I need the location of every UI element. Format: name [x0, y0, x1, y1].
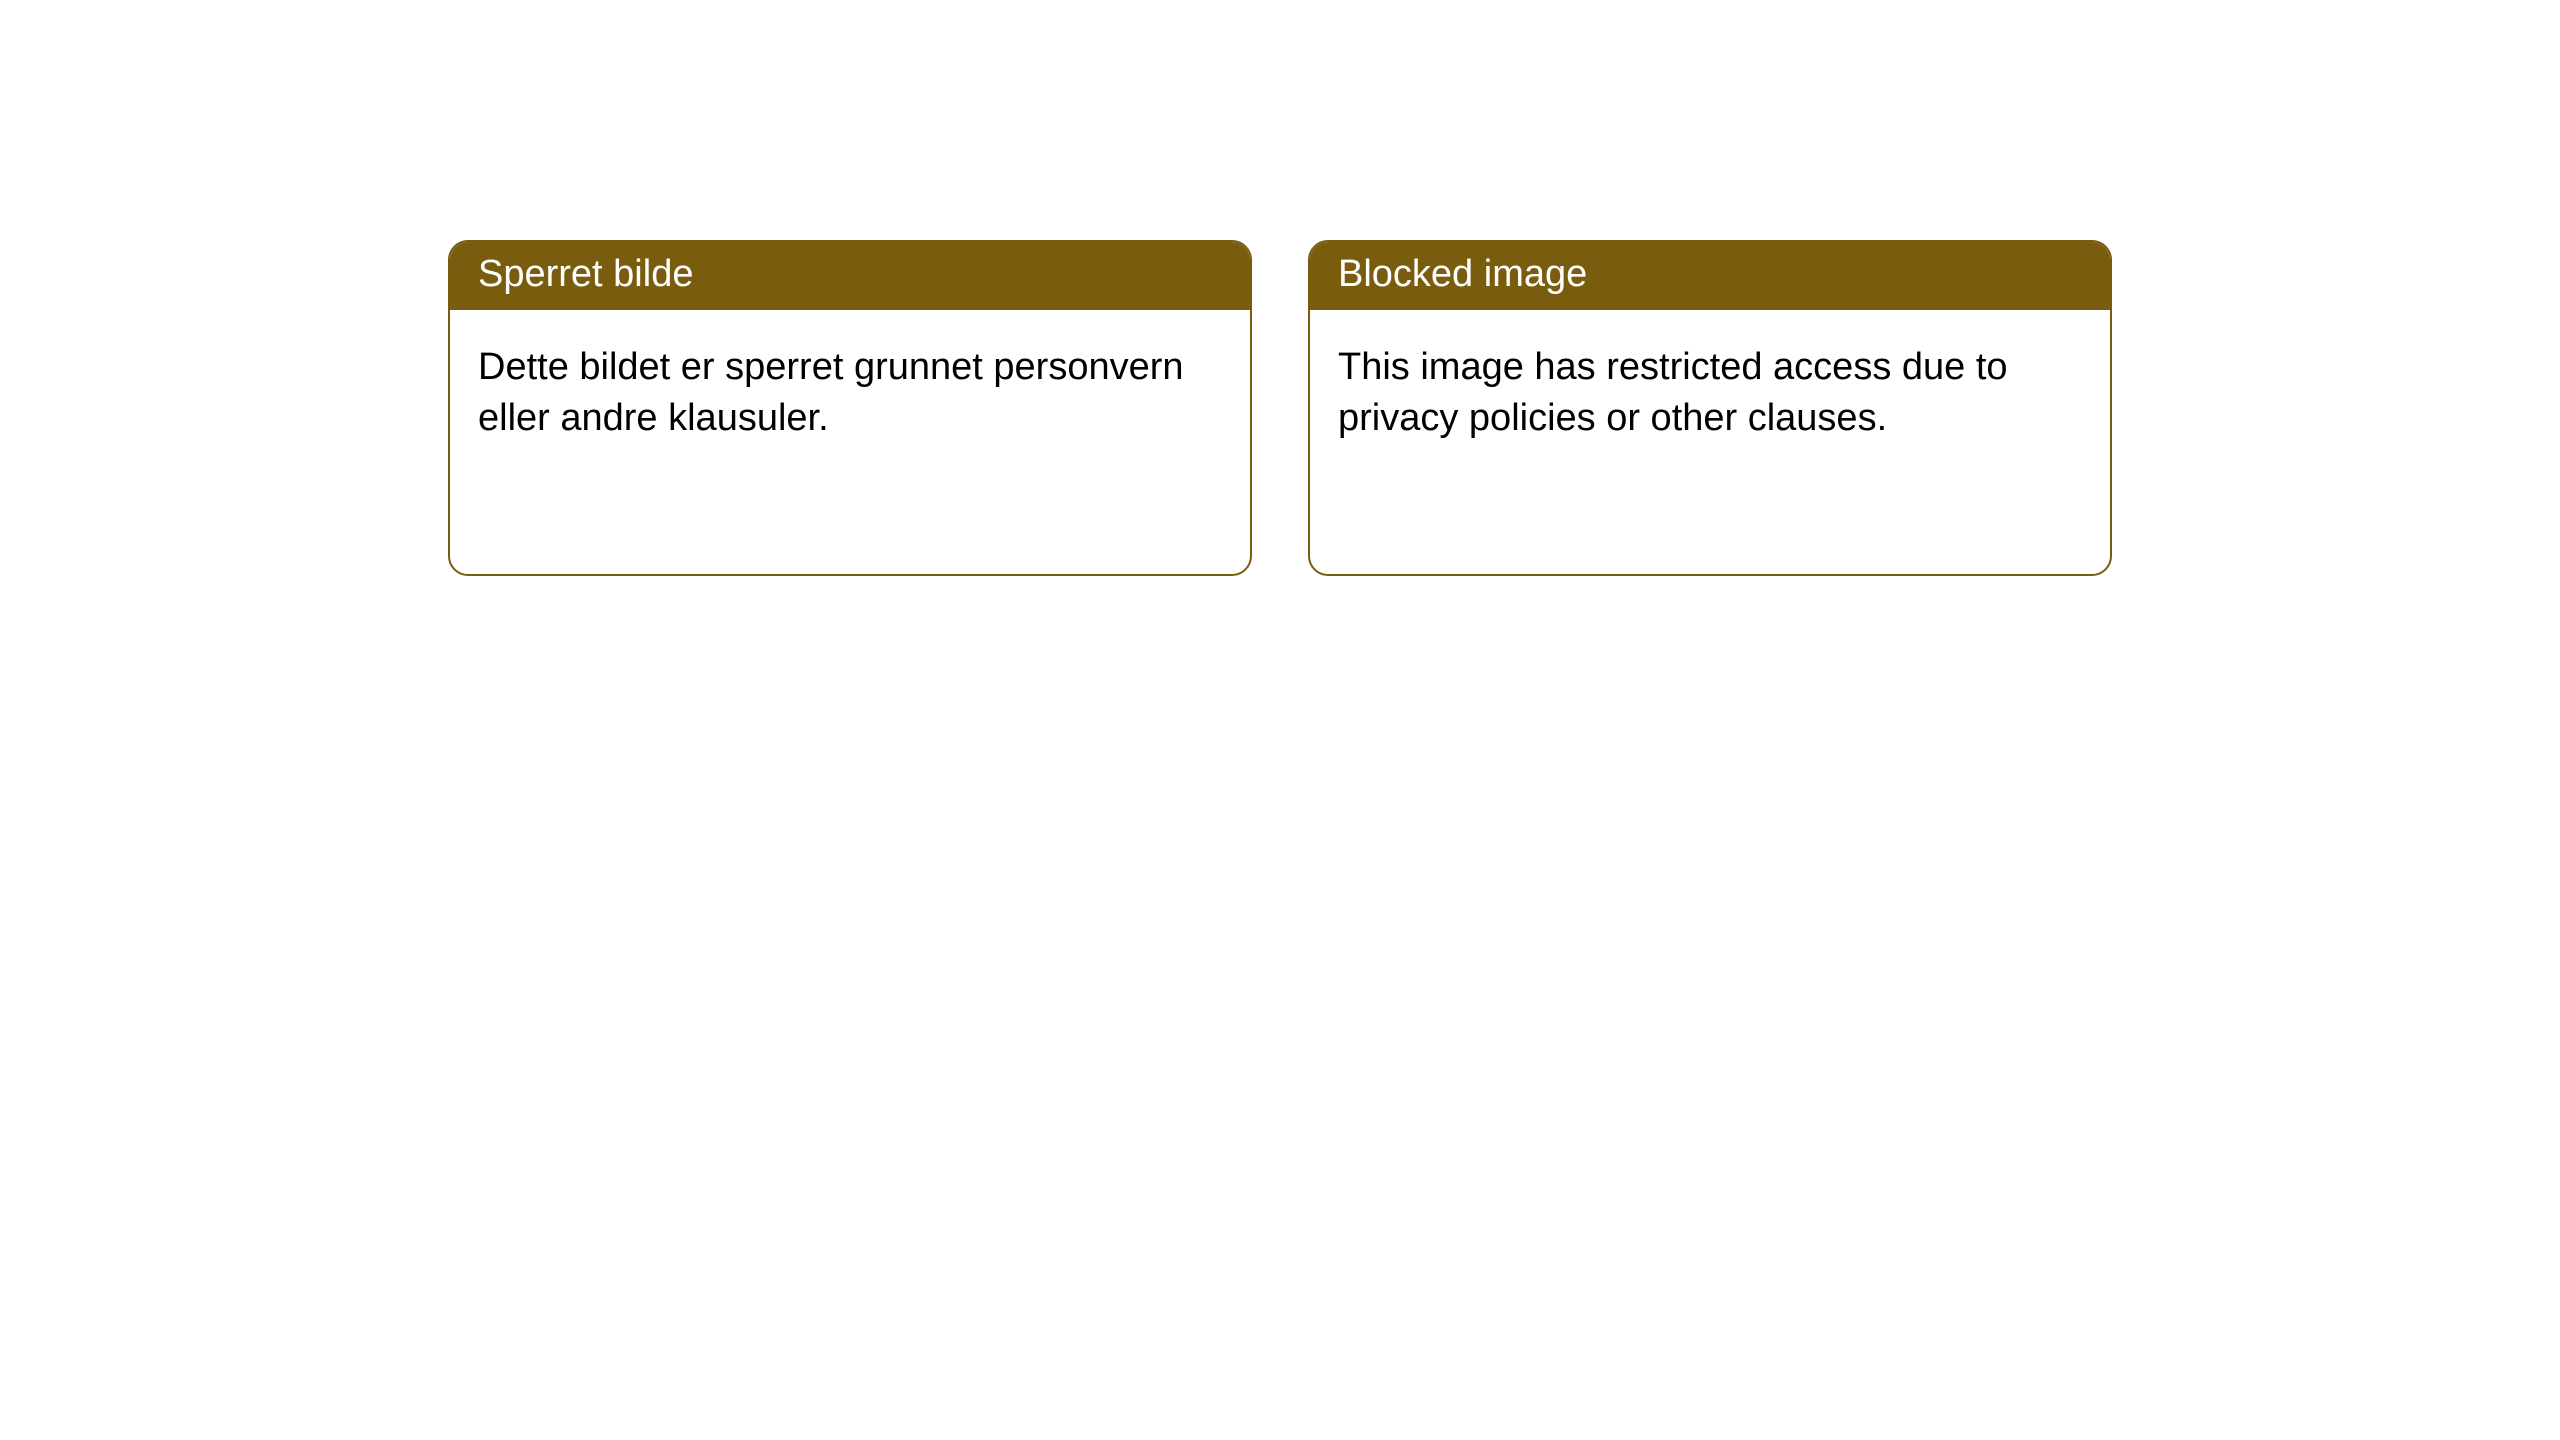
notice-header: Blocked image [1310, 242, 2110, 310]
notice-header: Sperret bilde [450, 242, 1250, 310]
notice-title: Blocked image [1338, 253, 1587, 295]
notice-card-english: Blocked image This image has restricted … [1308, 240, 2112, 576]
notice-body: This image has restricted access due to … [1310, 310, 2110, 477]
notice-title: Sperret bilde [478, 253, 693, 295]
notice-body-text: Dette bildet er sperret grunnet personve… [478, 346, 1184, 439]
notice-card-norwegian: Sperret bilde Dette bildet er sperret gr… [448, 240, 1252, 576]
notice-body-text: This image has restricted access due to … [1338, 346, 2008, 439]
notice-container: Sperret bilde Dette bildet er sperret gr… [0, 0, 2560, 576]
notice-body: Dette bildet er sperret grunnet personve… [450, 310, 1250, 477]
